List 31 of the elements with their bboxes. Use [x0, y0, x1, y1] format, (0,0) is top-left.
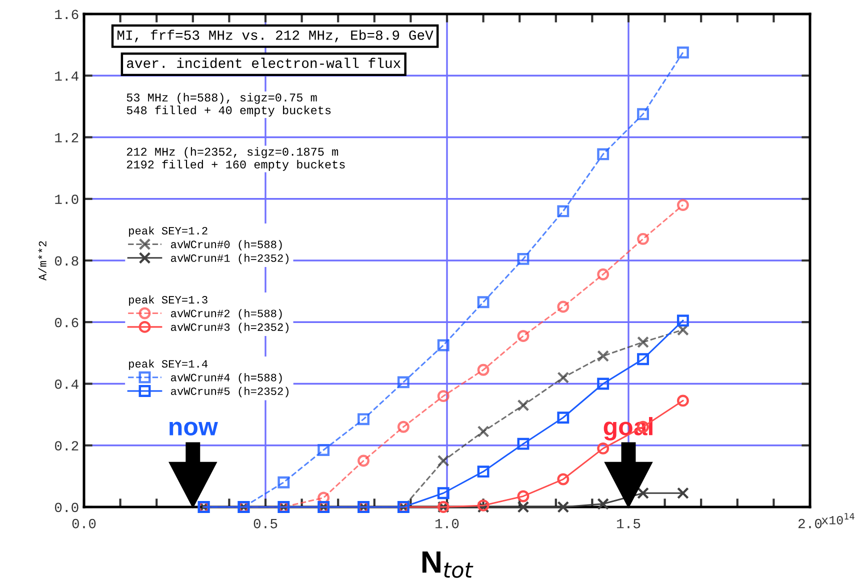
y-tick-label: 0.4 — [54, 379, 78, 389]
y-tick-label: 1.0 — [55, 194, 78, 204]
legend-label: avWCrun#5 (h=2352) — [170, 386, 288, 398]
x-tick-label: 0.0 — [72, 518, 96, 528]
y-tick-label: 1.2 — [55, 132, 78, 142]
text: MI, frf=53 MHz vs. 212 MHz, Eb=8.9 GeV — [118, 30, 434, 42]
x-tick-label: 1.5 — [617, 519, 640, 528]
annotation: now — [170, 422, 218, 436]
y-tick-label: 0.0 — [54, 502, 78, 512]
x-tick-label: 0.5 — [254, 518, 278, 528]
text: x10$^{14}$ — [822, 513, 854, 524]
legend-label: avWCrun#0 (h=588) — [170, 240, 282, 250]
text: aver. incident electron-wall flux — [126, 58, 401, 68]
annotation: 53 MHz (h=588), sigz=0.75 m 548 filled + 40 empty buckets — [126, 92, 331, 117]
y-axis-title: A/m**2 — [38, 241, 46, 281]
annotation: peak SEY=1.2 — [129, 226, 208, 237]
annotation: peak SEY=1.3 — [129, 295, 208, 306]
x-tick-label: 2.0 — [798, 518, 822, 528]
legend-label: avWCrun#2 (h=588) — [170, 309, 282, 320]
annotation: peak SEY=1.4 — [129, 359, 208, 370]
y-tick-label: 0.2 — [54, 441, 78, 451]
y-tick-label: 1.6 — [55, 10, 78, 20]
x-tick-label: 1.0 — [436, 518, 459, 528]
legend-label: avWCrun#4 (h=588) — [170, 373, 282, 384]
legend-label: avWCrun#1 (h=2352) — [170, 254, 288, 264]
y-tick-label: 1.4 — [55, 72, 78, 81]
annotation: 212 MHz (h=2352, sigz=0.1875 m 2192 filled + 160 empty buckets — [126, 147, 345, 171]
legend-label: avWCrun#3 (h=2352) — [170, 322, 288, 334]
x-axis-title: N$_{tot}$ — [422, 552, 474, 578]
y-tick-label: 0.8 — [54, 256, 78, 266]
y-tick-label: 0.6 — [54, 318, 78, 328]
